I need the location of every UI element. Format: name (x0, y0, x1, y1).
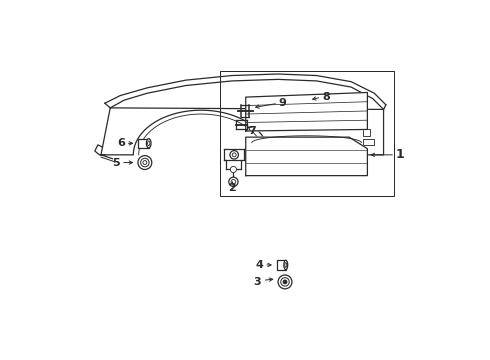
Polygon shape (245, 93, 368, 131)
Text: 3: 3 (253, 277, 261, 287)
Circle shape (232, 153, 236, 157)
Circle shape (231, 180, 236, 184)
Ellipse shape (147, 141, 150, 145)
Circle shape (230, 166, 237, 172)
Polygon shape (101, 108, 384, 155)
Polygon shape (245, 137, 368, 176)
Text: 4: 4 (256, 260, 264, 270)
Ellipse shape (284, 260, 288, 270)
Text: 6: 6 (117, 138, 125, 148)
Bar (363, 130, 370, 136)
Text: 8: 8 (322, 92, 330, 102)
Circle shape (229, 177, 238, 186)
Bar (220, 71, 393, 195)
Circle shape (281, 278, 289, 286)
Text: 9: 9 (279, 98, 287, 108)
Circle shape (141, 158, 149, 167)
Text: 1: 1 (395, 148, 404, 161)
Circle shape (230, 150, 239, 159)
Circle shape (278, 275, 292, 289)
Text: 7: 7 (248, 126, 256, 136)
Text: 5: 5 (113, 158, 120, 167)
Bar (363, 139, 373, 145)
Circle shape (283, 280, 287, 284)
Bar (138, 139, 149, 148)
Circle shape (138, 156, 152, 170)
Ellipse shape (147, 139, 151, 148)
Circle shape (143, 161, 147, 165)
Bar (276, 260, 286, 270)
Text: 2: 2 (228, 183, 236, 193)
Polygon shape (105, 74, 386, 109)
Ellipse shape (285, 263, 287, 267)
